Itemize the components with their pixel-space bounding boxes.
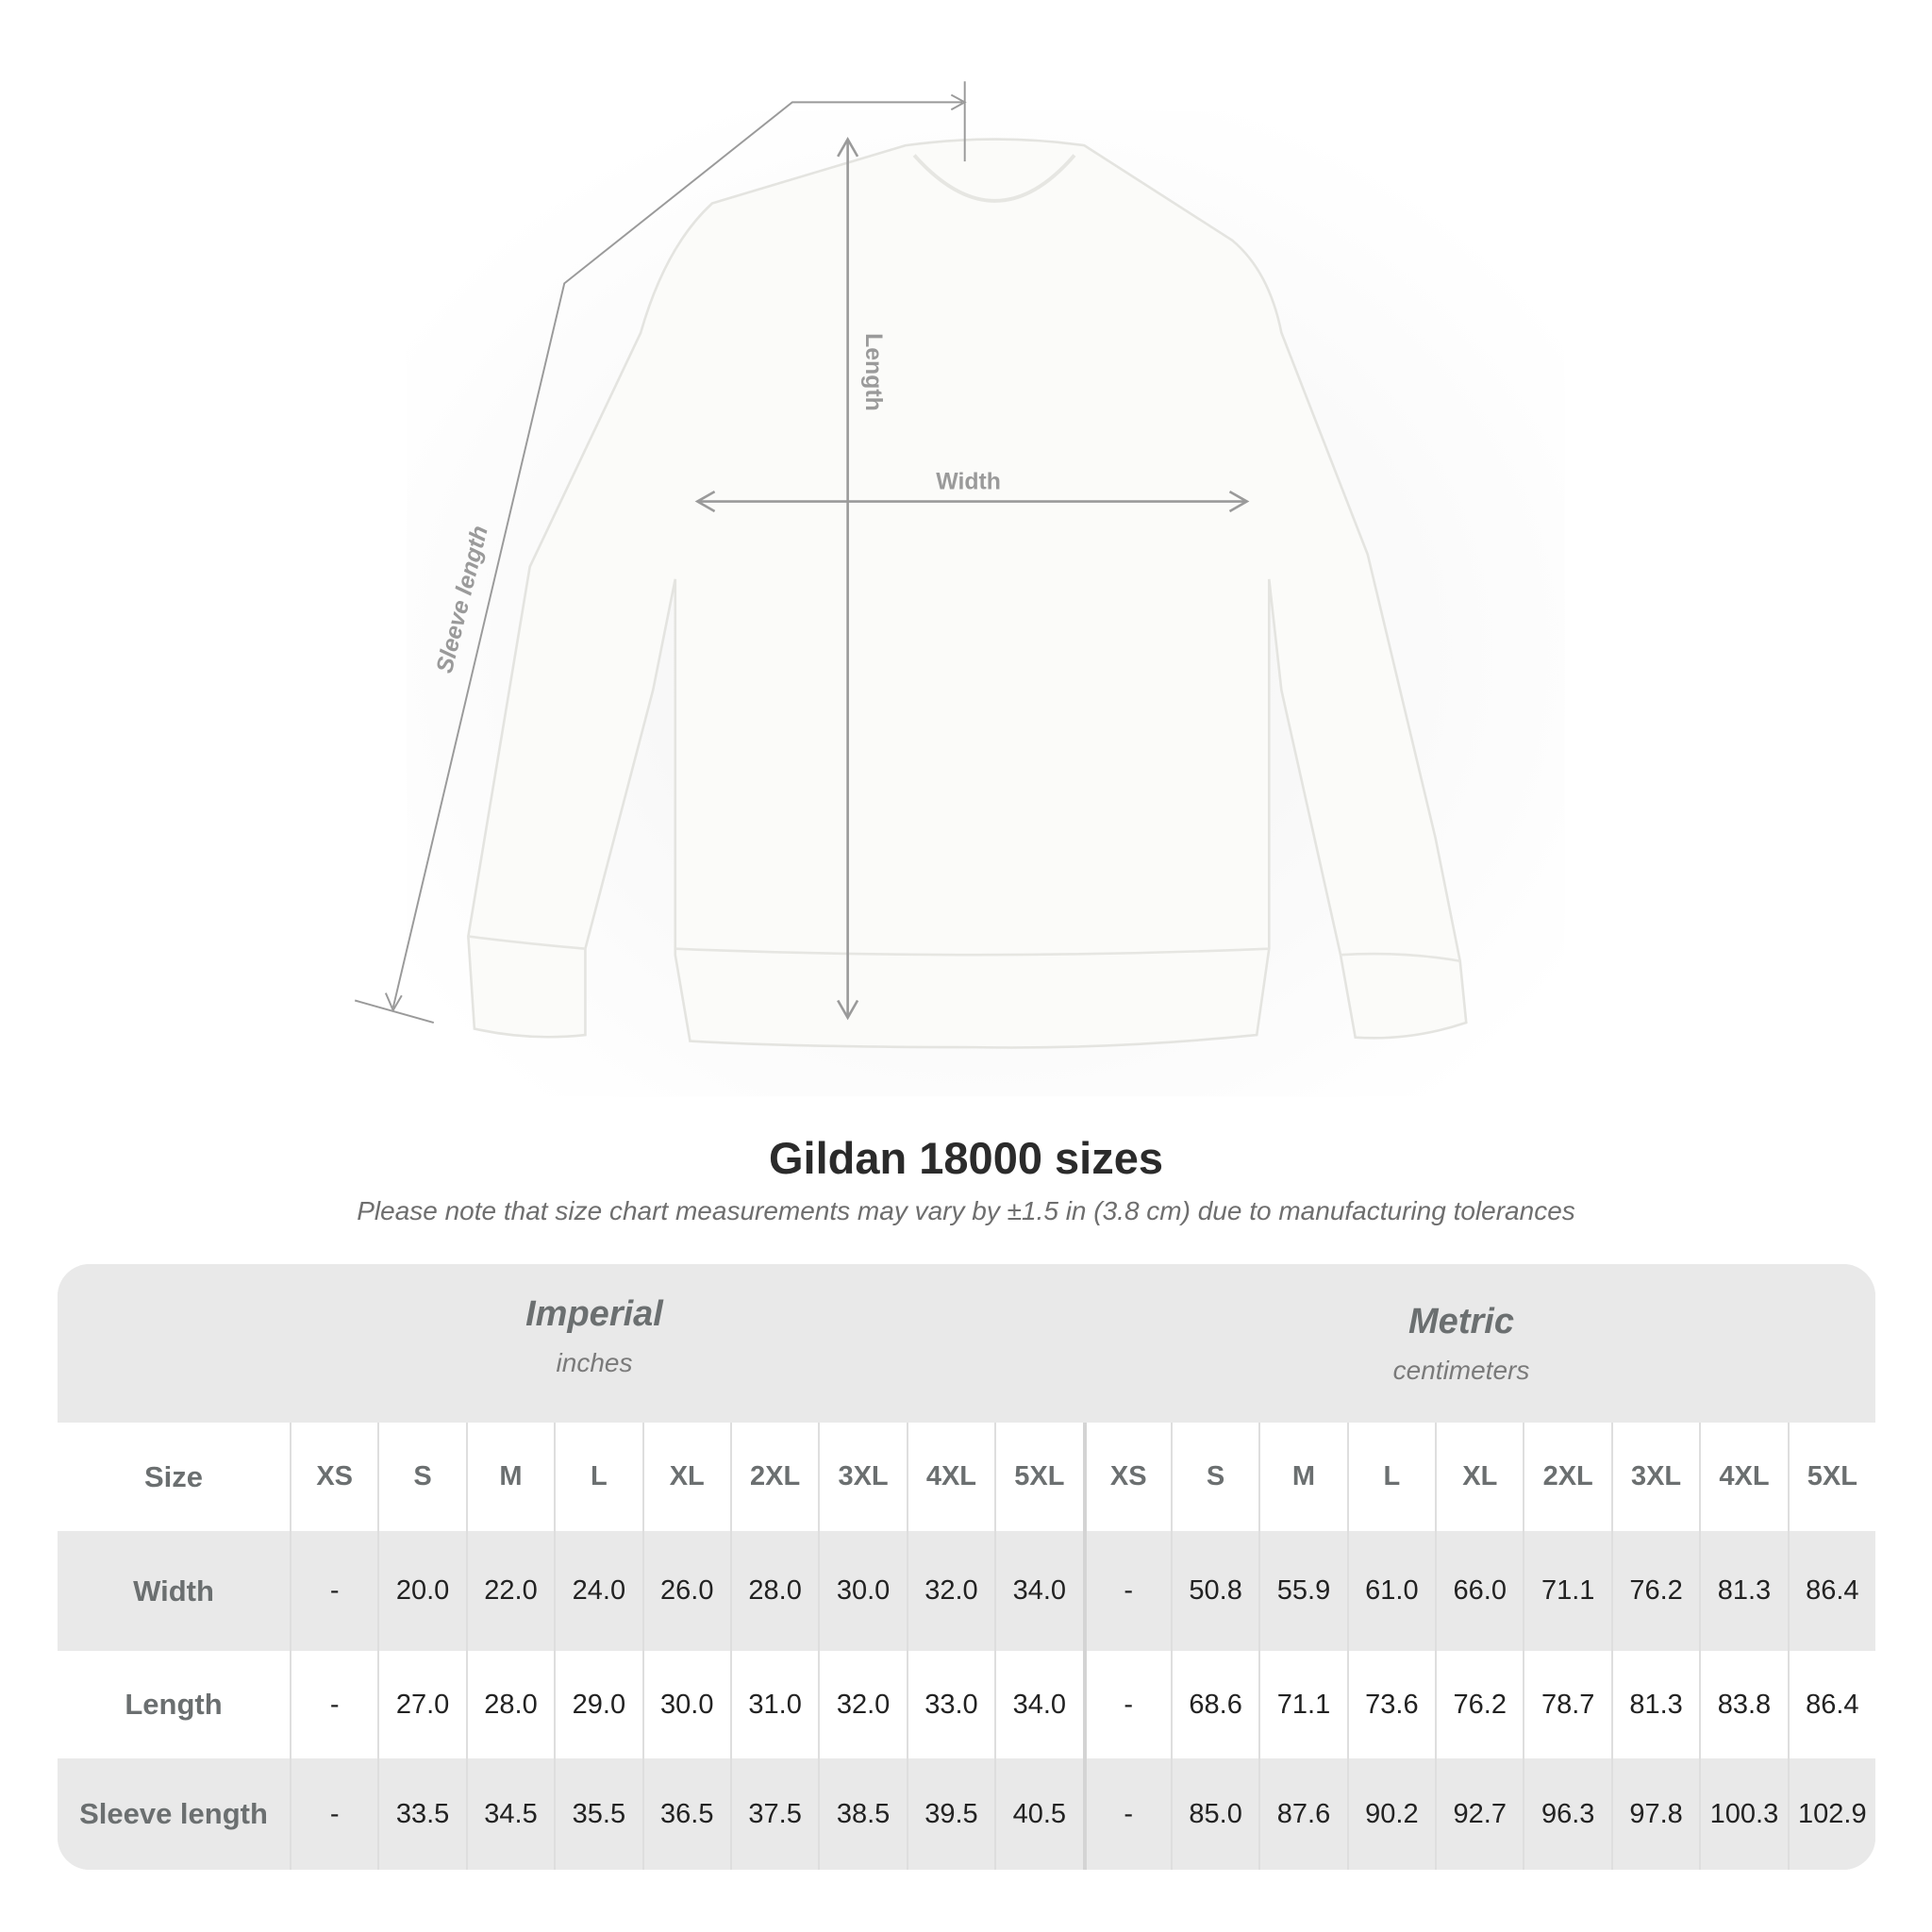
size-header-cell: S <box>1170 1423 1258 1531</box>
imperial-value-cell: 40.5 <box>994 1758 1082 1870</box>
size-header-cell: L <box>1346 1423 1435 1531</box>
metric-value-cell: - <box>1082 1531 1171 1651</box>
size-header-cell: XL <box>1435 1423 1523 1531</box>
imperial-value-cell: 32.0 <box>906 1531 994 1651</box>
metric-value-cell: 97.8 <box>1610 1758 1699 1870</box>
imperial-value-cell: 28.0 <box>729 1531 818 1651</box>
row-label: Length <box>125 1688 223 1721</box>
sleeve-measure-line <box>354 81 967 1024</box>
imperial-value-cell: 39.5 <box>906 1758 994 1870</box>
size-header-cell: 3XL <box>818 1423 906 1531</box>
size-row-label: Size <box>143 1459 204 1493</box>
table-row: Length -27.0 28.0 29.0 30.0 31.0 32.0 33.0 34.0-… <box>58 1651 1875 1758</box>
imperial-value-cell: - <box>290 1651 377 1758</box>
width-measure-line <box>694 490 1250 513</box>
metric-value-cell: 76.2 <box>1610 1531 1699 1651</box>
metric-value-cell: 100.3 <box>1699 1758 1787 1870</box>
size-header-cell: L <box>554 1423 641 1531</box>
metric-unit: centimeters <box>1392 1356 1530 1385</box>
metric-value-cell: 87.6 <box>1258 1758 1346 1870</box>
imperial-value-cell: 20.0 <box>377 1531 465 1651</box>
metric-value-cell: 71.1 <box>1258 1651 1346 1758</box>
metric-value-cell: 86.4 <box>1787 1531 1875 1651</box>
size-header-cell: XS <box>290 1423 377 1531</box>
imperial-value-cell: 32.0 <box>818 1651 906 1758</box>
metric-title: Metric <box>1408 1302 1514 1341</box>
imperial-value-cell: 34.0 <box>994 1531 1082 1651</box>
imperial-value-cell: 35.5 <box>554 1758 641 1870</box>
size-header-cell: 4XL <box>1699 1423 1787 1531</box>
metric-value-cell: 50.8 <box>1170 1531 1258 1651</box>
imperial-value-cell: 28.0 <box>465 1651 554 1758</box>
imperial-value-cell: 30.0 <box>818 1531 906 1651</box>
size-header-row: Size XS S M L XL 2XL 3XL 4XL 5XL XS S M L XL 2XL 3XL 4XL 5… <box>58 1423 1875 1531</box>
size-header-cell: S <box>377 1423 465 1531</box>
metric-value-cell: - <box>1082 1758 1171 1870</box>
imperial-value-cell: 33.5 <box>377 1758 465 1870</box>
imperial-value-cell: 27.0 <box>377 1651 465 1758</box>
sweatshirt-diagram: Width Length Sleeve length <box>354 81 1565 1097</box>
metric-value-cell: 81.3 <box>1699 1531 1787 1651</box>
metric-header: Metric centimeters <box>1178 1302 1744 1386</box>
row-label: Sleeve length <box>79 1797 268 1830</box>
size-header-cell: 5XL <box>1787 1423 1875 1531</box>
size-header-cell: 5XL <box>994 1423 1082 1531</box>
tolerance-note: Please note that size chart measurements… <box>357 1196 1575 1225</box>
metric-value-cell: 66.0 <box>1435 1531 1523 1651</box>
imperial-value-cell: 29.0 <box>554 1651 641 1758</box>
imperial-value-cell: 26.0 <box>641 1531 730 1651</box>
metric-value-cell: 68.6 <box>1170 1651 1258 1758</box>
metric-value-cell: 96.3 <box>1523 1758 1610 1870</box>
size-header-cell: 3XL <box>1610 1423 1699 1531</box>
size-header-cell: M <box>1258 1423 1346 1531</box>
metric-value-cell: 90.2 <box>1346 1758 1435 1870</box>
page-title: Gildan 18000 sizes <box>768 1133 1164 1183</box>
unit-system-header <box>58 1264 1875 1423</box>
metric-value-cell: 92.7 <box>1435 1758 1523 1870</box>
imperial-value-cell: - <box>290 1758 377 1870</box>
size-header-cell: 4XL <box>906 1423 994 1531</box>
imperial-value-cell: 33.0 <box>906 1651 994 1758</box>
imperial-value-cell: 30.0 <box>641 1651 730 1758</box>
width-label: Width <box>936 469 1001 494</box>
metric-value-cell: 55.9 <box>1258 1531 1346 1651</box>
table-row: Width -20.0 22.0 24.0 26.0 28.0 30.0 32.0 34.0-5… <box>58 1531 1875 1651</box>
metric-value-cell: 86.4 <box>1787 1651 1875 1758</box>
sweatshirt-shape <box>467 138 1468 1049</box>
imperial-value-cell: 34.5 <box>465 1758 554 1870</box>
imperial-unit: inches <box>556 1348 633 1377</box>
imperial-value-cell: 37.5 <box>729 1758 818 1870</box>
metric-value-cell: 71.1 <box>1523 1531 1610 1651</box>
metric-value-cell: - <box>1082 1651 1171 1758</box>
length-label: Length <box>860 333 886 411</box>
metric-value-cell: 83.8 <box>1699 1651 1787 1758</box>
imperial-value-cell: 24.0 <box>554 1531 641 1651</box>
size-header-cell: XS <box>1082 1423 1171 1531</box>
imperial-title: Imperial <box>525 1294 663 1334</box>
size-header-cell: XL <box>641 1423 730 1531</box>
imperial-value-cell: 22.0 <box>465 1531 554 1651</box>
length-measure-line <box>837 136 859 1021</box>
imperial-value-cell: 36.5 <box>641 1758 730 1870</box>
metric-value-cell: 102.9 <box>1787 1758 1875 1870</box>
metric-value-cell: 61.0 <box>1346 1531 1435 1651</box>
row-label: Width <box>133 1574 214 1607</box>
metric-value-cell: 85.0 <box>1170 1758 1258 1870</box>
imperial-value-cell: 38.5 <box>818 1758 906 1870</box>
size-header-cell: 2XL <box>729 1423 818 1531</box>
imperial-value-cell: - <box>290 1531 377 1651</box>
size-header-cell: 2XL <box>1523 1423 1610 1531</box>
imperial-value-cell: 31.0 <box>729 1651 818 1758</box>
metric-value-cell: 76.2 <box>1435 1651 1523 1758</box>
imperial-header: Imperial inches <box>311 1294 877 1378</box>
metric-value-cell: 78.7 <box>1523 1651 1610 1758</box>
metric-value-cell: 73.6 <box>1346 1651 1435 1758</box>
imperial-value-cell: 34.0 <box>994 1651 1082 1758</box>
size-header-cell: M <box>465 1423 554 1531</box>
size-chart-table: Imperial inches Metric centimeters Size X… <box>58 1264 1875 1870</box>
table-row: Sleeve length -33.5 34.5 35.5 36.5 37.5 38.5 39… <box>58 1758 1875 1870</box>
metric-value-cell: 81.3 <box>1610 1651 1699 1758</box>
